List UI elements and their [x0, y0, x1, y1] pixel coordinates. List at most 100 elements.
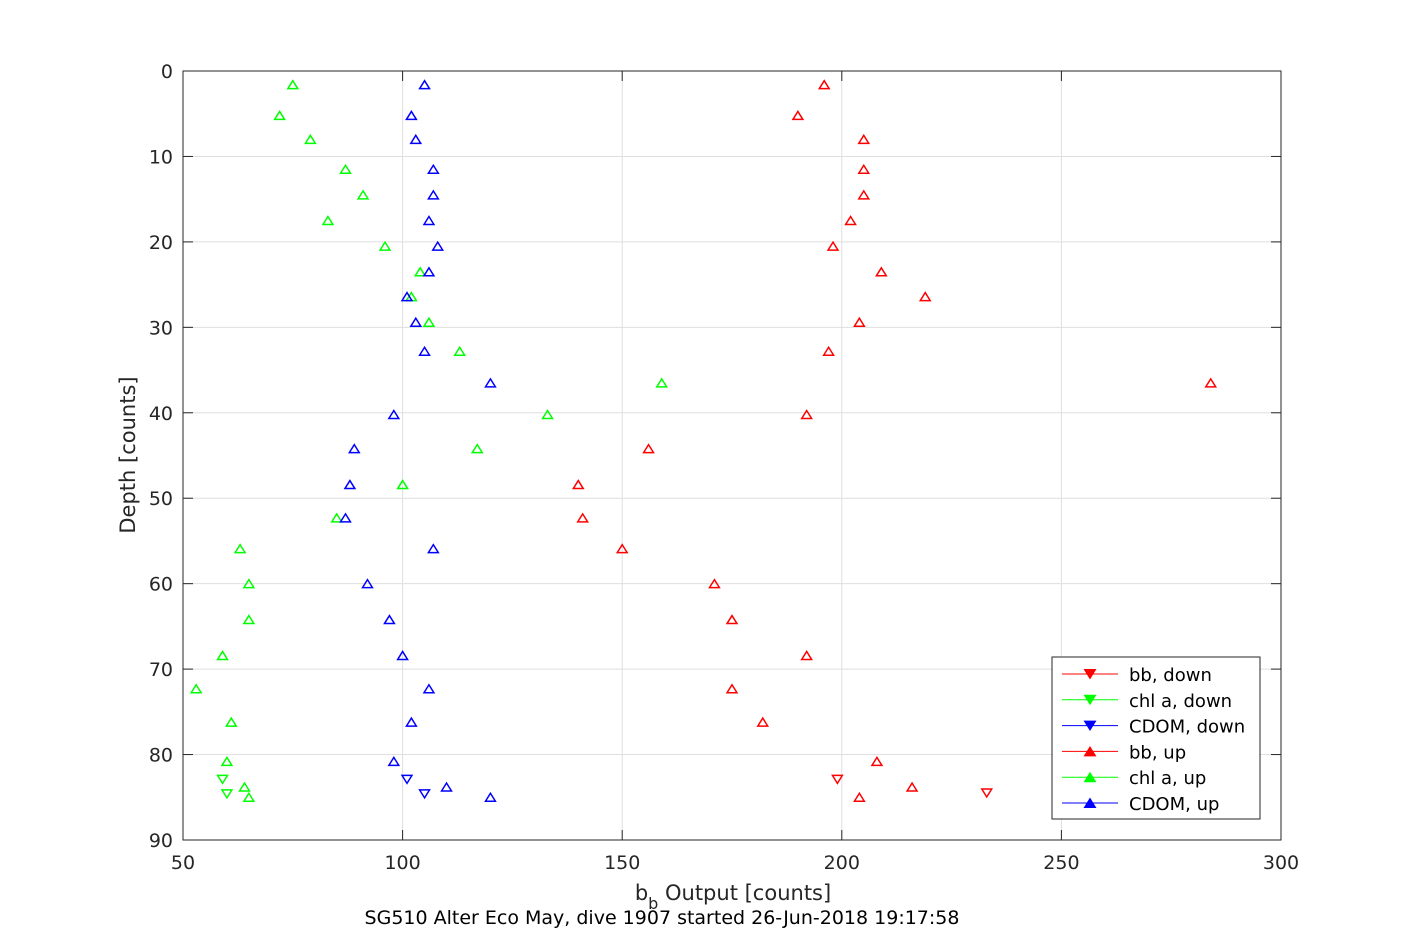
data-point-series-5 [418, 345, 431, 357]
data-point-series-3 [870, 755, 884, 767]
data-point-series-0 [980, 788, 994, 799]
data-point-series-3 [853, 316, 866, 327]
data-point-series-3 [756, 716, 770, 727]
data-point-series-3 [853, 791, 866, 803]
data-point-series-2 [418, 789, 431, 800]
data-point-series-5 [422, 683, 436, 694]
data-point-series-3 [822, 345, 835, 357]
y-tick-label: 60 [149, 574, 173, 596]
data-point-series-3 [875, 266, 888, 277]
data-point-series-4 [339, 163, 352, 175]
chart-subtitle: SG510 Alter Eco May, dive 1907 started 2… [365, 907, 960, 929]
data-point-series-4 [216, 650, 229, 661]
legend-marker [1083, 745, 1097, 757]
data-point-series-3 [857, 163, 871, 175]
ticks-layer: 50 100 150 200 250 300 0 10 20 30 40 50 60 70 80 90 [149, 61, 1299, 874]
data-point-series-5 [387, 409, 401, 420]
legend-marker [1083, 669, 1097, 680]
data-point-series-5 [339, 512, 352, 523]
x-axis-label-main: b [635, 881, 648, 905]
y-axis-label: Depth [counts] [116, 376, 140, 533]
x-tick-label: 50 [171, 852, 195, 874]
legend-marker [1083, 797, 1097, 808]
data-point-series-1 [220, 789, 234, 800]
y-tick-label: 20 [149, 232, 173, 254]
data-point-series-4 [330, 512, 344, 523]
x-axis-label-subscript: b [648, 894, 658, 913]
legend-marker [1083, 694, 1097, 706]
data-point-series-3 [844, 215, 857, 226]
data-point-series-4 [225, 716, 238, 727]
data-point-series-5 [409, 316, 423, 327]
data-point-series-5 [440, 781, 453, 792]
data-point-series-4 [356, 189, 370, 200]
data-point-series-5 [422, 215, 436, 226]
data-point-series-3 [615, 543, 629, 554]
legend-box [1051, 656, 1261, 820]
y-tick-label: 30 [149, 317, 173, 339]
data-point-series-3 [642, 443, 655, 454]
data-point-series-4 [321, 215, 335, 226]
y-tick-label: 0 [161, 61, 173, 83]
data-point-series-3 [725, 614, 739, 625]
data-point-series-3 [576, 512, 589, 523]
y-tick-label: 50 [149, 488, 173, 510]
data-point-series-4 [655, 377, 669, 388]
data-point-series-5 [400, 291, 414, 302]
y-tick-label: 10 [149, 146, 173, 168]
data-point-series-4 [396, 479, 409, 490]
data-point-series-3 [817, 79, 831, 90]
plot-frame [182, 70, 1282, 841]
x-axis-label-rest: Output [counts] [658, 881, 831, 905]
data-point-series-5 [396, 650, 409, 661]
data-point-series-3 [918, 291, 932, 302]
data-point-series-5 [405, 716, 418, 727]
legend-label: chl a, up [1129, 768, 1206, 789]
data-point-series-4 [422, 316, 436, 327]
legend-label: CDOM, down [1129, 717, 1245, 738]
data-point-series-5 [383, 614, 396, 625]
data-point-series-5 [431, 240, 445, 251]
legend-label: bb, down [1129, 665, 1212, 686]
data-point-series-5 [405, 110, 418, 121]
grid-layer [182, 70, 1282, 841]
data-point-series-4 [413, 266, 427, 277]
data-point-series-4 [238, 781, 251, 792]
legend-marker [1083, 771, 1097, 783]
data-point-series-5 [387, 755, 401, 767]
x-tick-label: 250 [1043, 852, 1079, 874]
data-point-series-3 [857, 189, 871, 200]
data-point-series-4 [242, 791, 256, 803]
data-point-series-4 [233, 543, 247, 554]
data-point-series-4 [273, 110, 286, 121]
data-point-series-5 [361, 578, 374, 589]
data-point-series-4 [470, 443, 484, 454]
legend-label: bb, up [1129, 742, 1186, 763]
y-tick-label: 90 [149, 830, 173, 852]
data-point-series-3 [791, 110, 805, 121]
points-layer [189, 79, 1218, 803]
data-point-series-4 [453, 345, 467, 357]
y-tick-label: 80 [149, 745, 173, 767]
data-point-series-2 [400, 774, 414, 785]
data-point-series-5 [427, 163, 440, 175]
data-point-series-5 [418, 79, 431, 90]
data-point-series-5 [422, 266, 436, 277]
data-point-series-0 [831, 774, 844, 785]
data-point-series-4 [304, 133, 317, 145]
legend-label: chl a, down [1129, 691, 1232, 712]
data-point-series-3 [800, 650, 813, 661]
x-axis-label: bb Output [counts] [635, 881, 831, 913]
x-tick-label: 200 [824, 852, 860, 874]
data-point-series-3 [905, 781, 919, 792]
y-tick-label: 70 [149, 659, 173, 681]
x-tick-label: 150 [604, 852, 640, 874]
data-point-series-3 [826, 240, 840, 251]
data-point-series-4 [378, 240, 392, 251]
legend-label: CDOM, up [1129, 794, 1219, 815]
legend-marker [1083, 720, 1097, 732]
x-tick-label: 100 [384, 852, 420, 874]
data-point-series-4 [242, 578, 256, 589]
